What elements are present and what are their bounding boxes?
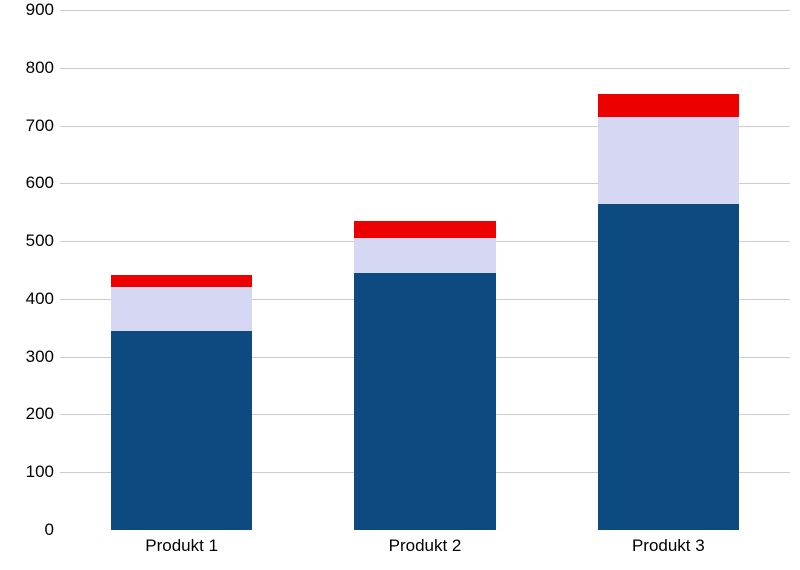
gridline [60,68,790,69]
bar-segment-series-b [354,238,495,273]
bar-segment-series-c [111,275,252,288]
y-tick-label: 900 [26,0,54,20]
stacked-bar-chart: 0 100 200 300 400 500 600 700 800 900 Produkt 1 Pro… [0,0,800,570]
bar-group [598,94,739,530]
bar-group [354,221,495,530]
plot-area [60,10,790,530]
bar-segment-series-a [111,331,252,530]
y-tick-label: 700 [26,116,54,136]
y-tick-label: 200 [26,404,54,424]
y-tick-label: 600 [26,173,54,193]
x-tick-label: Produkt 1 [145,536,218,556]
x-tick-label: Produkt 3 [632,536,705,556]
bar-segment-series-b [111,287,252,330]
gridline [60,10,790,11]
y-tick-label: 100 [26,462,54,482]
x-tick-label: Produkt 2 [389,536,462,556]
bar-group [111,275,252,530]
bar-segment-series-a [354,273,495,530]
bar-segment-series-c [598,94,739,117]
bar-segment-series-a [598,204,739,530]
bar-segment-series-c [354,221,495,238]
y-tick-label: 500 [26,231,54,251]
bar-segment-series-b [598,117,739,204]
y-tick-label: 400 [26,289,54,309]
y-tick-label: 300 [26,347,54,367]
y-tick-label: 0 [45,520,54,540]
y-tick-label: 800 [26,58,54,78]
